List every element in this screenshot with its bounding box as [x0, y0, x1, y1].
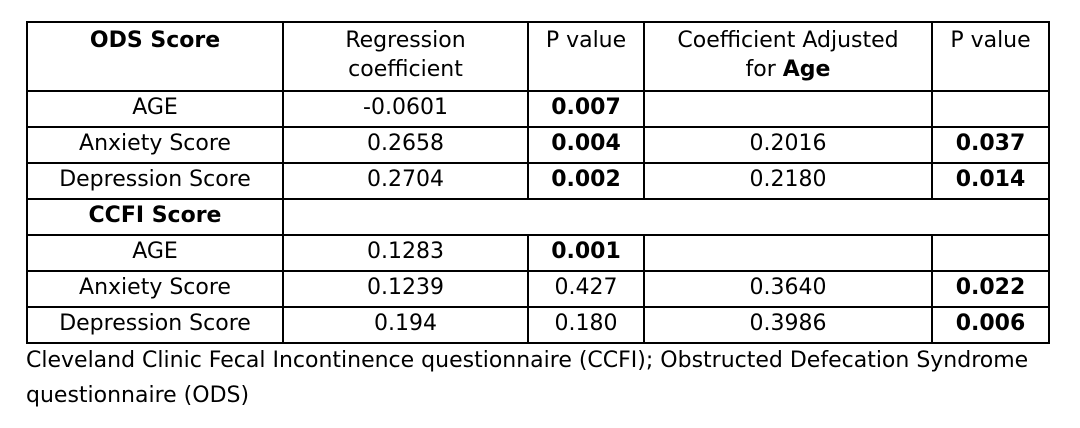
header-regression-line1: Regression [345, 28, 466, 53]
adjusted-coefficient-cell: 0.3986 [643, 306, 933, 344]
regression-coefficient-cell: 0.2704 [282, 162, 529, 200]
table-row: AGE 0.1283 0.001 [26, 234, 1050, 272]
header-adjusted-line2-age: Age [782, 56, 831, 82]
ccfi-section-row: CCFI Score [26, 198, 1050, 236]
adjusted-coefficient-cell: 0.3640 [643, 270, 933, 308]
adjusted-p-value-cell [931, 90, 1050, 128]
regression-coefficient-cell: 0.2658 [282, 126, 529, 164]
header-p-value-label: P value [545, 28, 627, 53]
row-label: Depression Score [26, 306, 284, 344]
adjusted-coefficient-cell [643, 234, 933, 272]
adjusted-p-value-cell: 0.022 [931, 270, 1050, 308]
header-adjusted-p-value-label: P value [950, 28, 1031, 53]
header-adjusted-line2-prefix: for [745, 56, 776, 82]
row-label: Anxiety Score [26, 270, 284, 308]
table-row: Depression Score 0.194 0.180 0.3986 0.00… [26, 306, 1050, 344]
header-ods-score-label: ODS Score [89, 28, 221, 53]
row-label: AGE [26, 234, 284, 272]
regression-coefficient-cell: 0.194 [282, 306, 529, 344]
table-row: AGE -0.0601 0.007 [26, 90, 1050, 128]
p-value-cell: 0.002 [527, 162, 645, 200]
header-regression-line2: coefficient [348, 56, 463, 82]
header-adjusted-line1: Coefficient Adjusted [677, 28, 899, 53]
adjusted-p-value-cell: 0.006 [931, 306, 1050, 344]
p-value-cell: 0.180 [527, 306, 645, 344]
adjusted-p-value-cell [931, 234, 1050, 272]
adjusted-coefficient-cell: 0.2180 [643, 162, 933, 200]
regression-table-container: ODS Score Regression coefficient P value … [26, 21, 1050, 344]
table-row: Depression Score 0.2704 0.002 0.2180 0.0… [26, 162, 1050, 200]
ccfi-section-label: CCFI Score [26, 198, 284, 236]
adjusted-p-value-cell: 0.037 [931, 126, 1050, 164]
p-value-cell: 0.001 [527, 234, 645, 272]
table-header-row: ODS Score Regression coefficient P value … [26, 21, 1050, 92]
row-label: Depression Score [26, 162, 284, 200]
header-p-value: P value [527, 21, 645, 92]
table-row: Anxiety Score 0.2658 0.004 0.2016 0.037 [26, 126, 1050, 164]
p-value-cell: 0.004 [527, 126, 645, 164]
regression-table: ODS Score Regression coefficient P value … [26, 21, 1050, 344]
header-regression-coefficient: Regression coefficient [282, 21, 529, 92]
regression-coefficient-cell: -0.0601 [282, 90, 529, 128]
adjusted-coefficient-cell [643, 90, 933, 128]
p-value-cell: 0.007 [527, 90, 645, 128]
table-caption: Cleveland Clinic Fecal Incontinence ques… [26, 348, 1029, 408]
regression-coefficient-cell: 0.1239 [282, 270, 529, 308]
ccfi-section-spacer [282, 198, 1050, 236]
header-coefficient-adjusted: Coefficient Adjusted for Age [643, 21, 933, 92]
adjusted-coefficient-cell: 0.2016 [643, 126, 933, 164]
row-label: Anxiety Score [26, 126, 284, 164]
table-row: Anxiety Score 0.1239 0.427 0.3640 0.022 [26, 270, 1050, 308]
p-value-cell: 0.427 [527, 270, 645, 308]
header-adjusted-p-value: P value [931, 21, 1050, 92]
adjusted-p-value-cell: 0.014 [931, 162, 1050, 200]
regression-coefficient-cell: 0.1283 [282, 234, 529, 272]
row-label: AGE [26, 90, 284, 128]
header-ods-score: ODS Score [26, 21, 284, 92]
